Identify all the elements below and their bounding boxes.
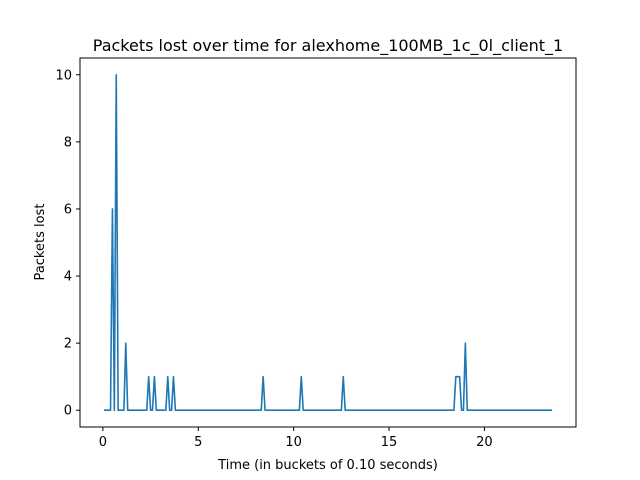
y-tick-label-2: 2 [64,337,72,352]
x-tick-label-15: 15 [381,435,398,450]
y-tick-label-8: 8 [64,135,72,150]
plot-frame [79,57,577,428]
x-axis-label: Time (in buckets of 0.10 seconds) [217,458,438,473]
series-line-0 [104,73,553,412]
y-tick-label-4: 4 [64,270,72,285]
x-tick-label-20: 20 [476,435,493,450]
x-tick-label-0: 0 [99,435,107,450]
chart-title: Packets lost over time for alexhome_100M… [93,36,563,56]
y-axis-label: Packets lost [33,204,48,281]
x-tick-label-5: 5 [194,435,202,450]
plot-area: 0 5 10 15 20 0 2 4 6 8 10 [55,57,577,450]
x-tick-label-10: 10 [285,435,302,450]
y-tick-label-6: 6 [64,202,72,217]
y-tick-label-0: 0 [64,404,72,419]
y-tick-label-10: 10 [55,68,72,83]
